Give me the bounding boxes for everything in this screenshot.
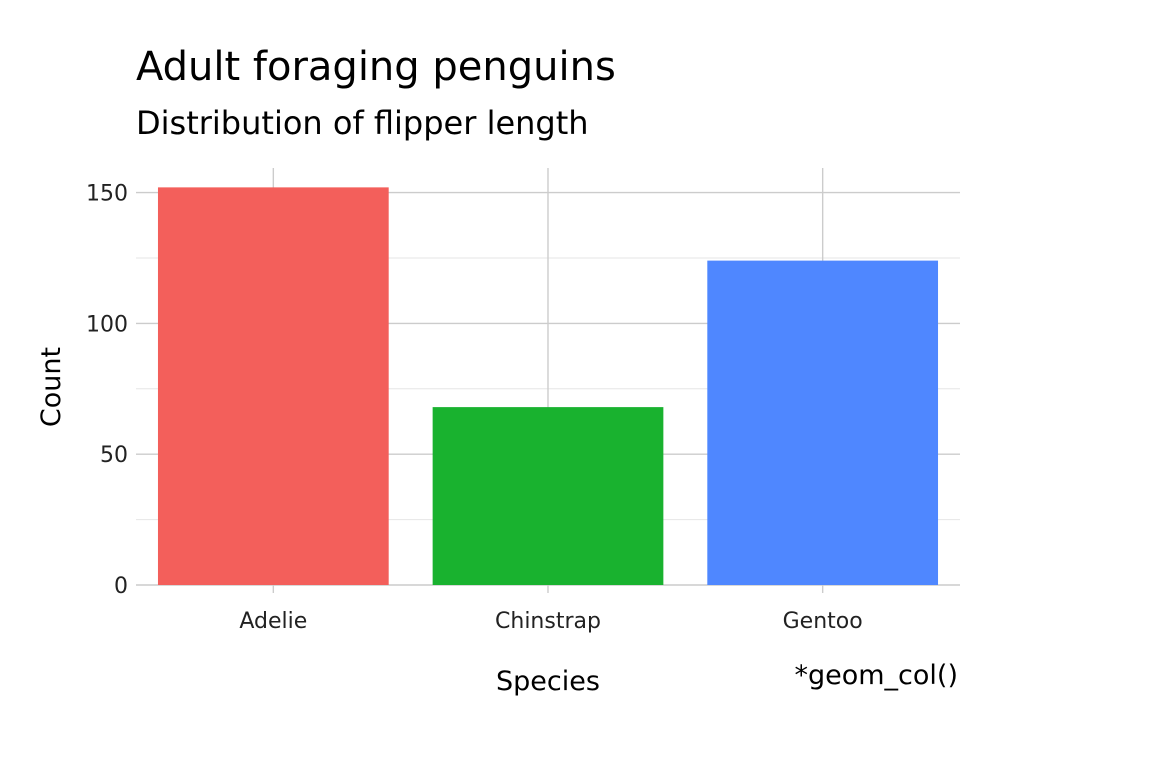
y-axis-title: Count [36, 347, 67, 427]
x-tick-label: Chinstrap [495, 609, 601, 634]
y-tick-label: 50 [100, 443, 128, 468]
y-tick-label: 100 [86, 312, 128, 337]
y-tick-label: 150 [86, 182, 128, 207]
x-tick-label: Gentoo [783, 609, 863, 634]
x-axis-title: Species [496, 666, 600, 697]
bar-gentoo [707, 260, 939, 585]
y-tick-label: 0 [114, 574, 128, 599]
y-axis-ticks: 0 50 100 150 [86, 182, 128, 599]
chart-subtitle: Distribution of flipper length [136, 104, 589, 142]
chart-caption: *geom_col() [794, 660, 958, 691]
bars [157, 187, 939, 586]
x-tick-label: Adelie [239, 609, 307, 634]
bar-chinstrap [432, 407, 664, 585]
x-axis-ticks: Adelie Chinstrap Gentoo [239, 609, 862, 634]
bar-adelie [157, 187, 389, 586]
chart-title: Adult foraging penguins [136, 44, 616, 90]
